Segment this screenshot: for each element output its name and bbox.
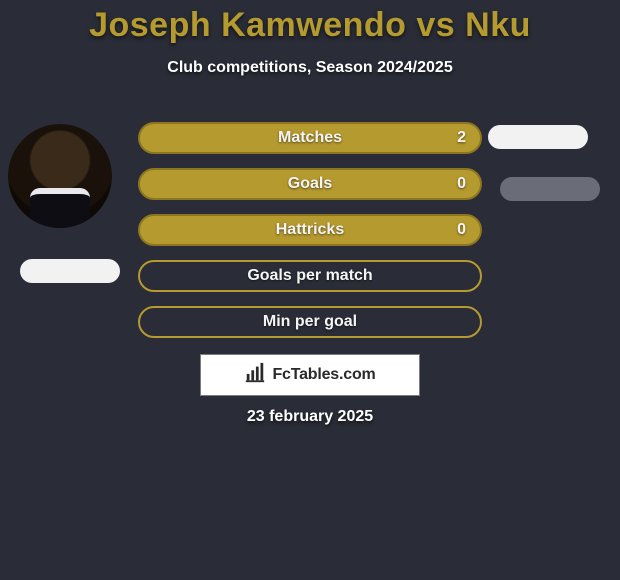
page-title: Joseph Kamwendo vs Nku — [0, 0, 620, 45]
stat-label: Goals per match — [247, 267, 372, 285]
stat-value: 0 — [457, 175, 466, 193]
stat-label: Goals — [288, 175, 332, 193]
stat-rows: Matches 2 Goals 0 Hattricks 0 Goals per … — [138, 122, 482, 352]
stat-label: Matches — [278, 129, 342, 147]
branding-text: FcTables.com — [272, 366, 375, 384]
title-vs: vs — [406, 6, 465, 44]
stat-row-goals-per-match: Goals per match — [138, 260, 482, 292]
player1-avatar — [8, 124, 112, 228]
footer-date: 23 february 2025 — [0, 408, 620, 426]
stat-row-matches: Matches 2 — [138, 122, 482, 154]
title-player2: Nku — [465, 6, 531, 44]
title-player1: Joseph Kamwendo — [89, 6, 406, 44]
stat-row-min-per-goal: Min per goal — [138, 306, 482, 338]
stat-label: Min per goal — [263, 313, 357, 331]
subtitle: Club competitions, Season 2024/2025 — [0, 59, 620, 77]
bar-chart-icon — [244, 362, 266, 389]
stat-value: 0 — [457, 221, 466, 239]
stat-value: 2 — [457, 129, 466, 147]
player1-form-pill — [20, 259, 120, 283]
branding-box[interactable]: FcTables.com — [200, 354, 420, 396]
stat-row-hattricks: Hattricks 0 — [138, 214, 482, 246]
stat-row-goals: Goals 0 — [138, 168, 482, 200]
player2-form-pill-grey — [500, 177, 600, 201]
player2-form-pill-top — [488, 125, 588, 149]
stat-label: Hattricks — [276, 221, 344, 239]
